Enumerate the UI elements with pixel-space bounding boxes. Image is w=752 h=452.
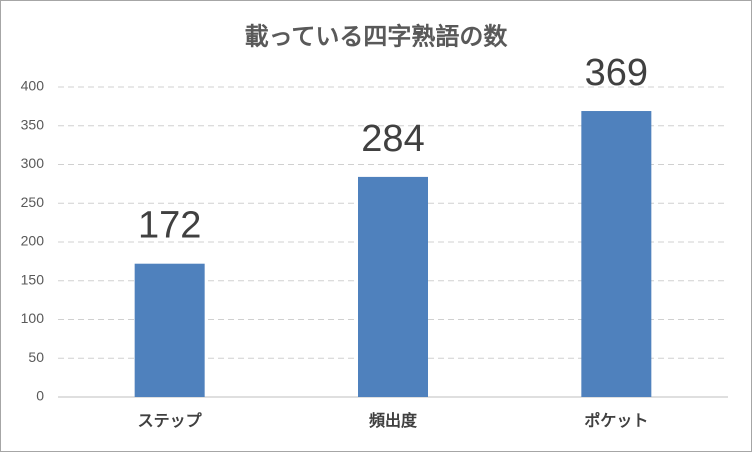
chart-title: 載っている四字熟語の数 — [245, 22, 509, 50]
x-tick-label: ポケット — [584, 411, 648, 430]
y-tick-label: 100 — [21, 310, 45, 326]
y-tick-label: 300 — [21, 155, 45, 171]
data-label: 172 — [138, 205, 201, 247]
data-label: 284 — [361, 118, 424, 160]
y-tick-label: 150 — [21, 271, 45, 287]
y-tick-label: 0 — [36, 388, 44, 404]
y-tick-label: 400 — [21, 78, 45, 94]
y-tick-label: 350 — [21, 116, 45, 132]
bar — [134, 263, 205, 397]
x-tick-label: 頻出度 — [369, 411, 418, 430]
x-tick-label: ステップ — [138, 411, 203, 430]
y-tick-label: 200 — [21, 233, 45, 249]
bar — [581, 111, 652, 398]
data-label: 369 — [585, 52, 648, 94]
bar — [358, 176, 428, 397]
y-tick-label: 250 — [21, 194, 45, 210]
y-tick-label: 50 — [28, 349, 44, 365]
